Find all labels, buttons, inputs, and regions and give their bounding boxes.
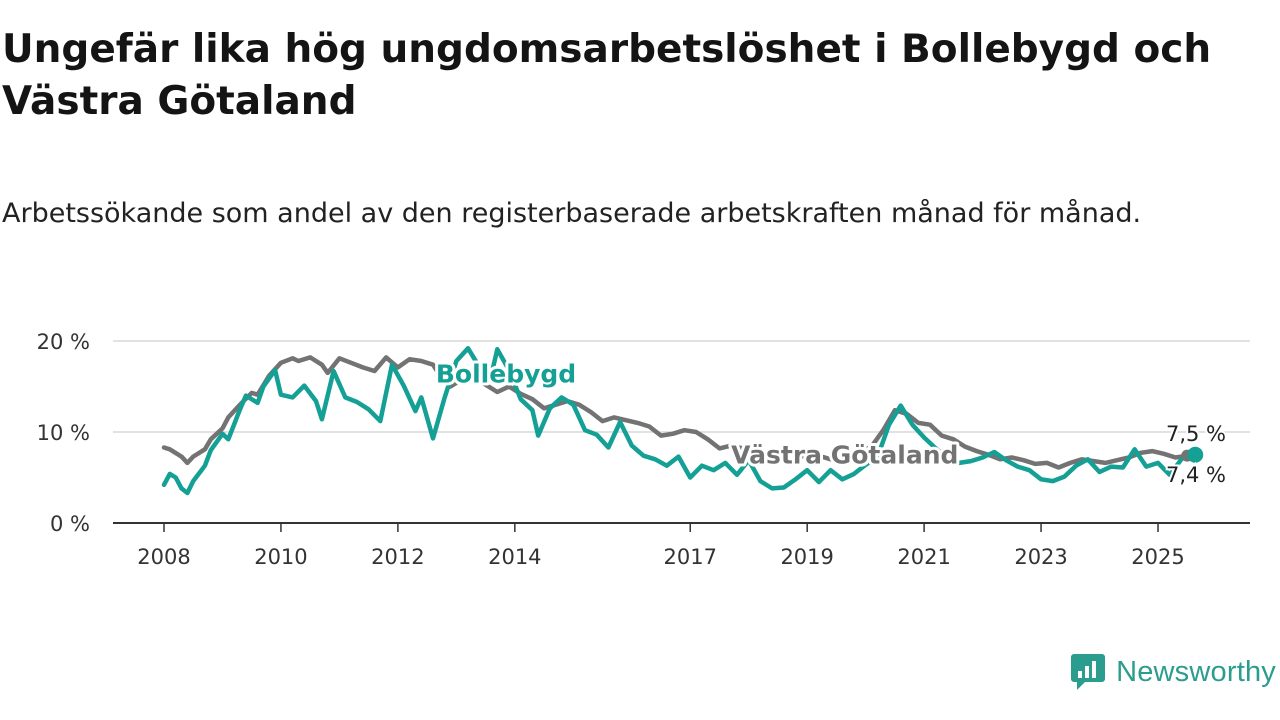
y-tick-label: 0 % xyxy=(50,512,90,536)
chart-title: Ungefär lika hög ungdomsarbetslöshet i B… xyxy=(2,27,1212,124)
x-tick-label: 2012 xyxy=(371,545,424,569)
x-tick-label: 2008 xyxy=(137,545,190,569)
newsworthy-logo-icon xyxy=(1071,654,1106,690)
x-tick-label: 2014 xyxy=(488,545,541,569)
y-tick-label: 10 % xyxy=(37,421,90,445)
y-tick-label: 20 % xyxy=(37,330,90,354)
end-label-bollebygd: 7,5 % xyxy=(1166,422,1226,446)
series-line-v-stra-g-taland xyxy=(161,355,1190,470)
x-tick-label: 2021 xyxy=(897,545,950,569)
brand-name: Newsworthy xyxy=(1116,655,1276,688)
end-label-vastra-gotaland: 7,4 % xyxy=(1166,463,1226,487)
chart-subtitle: Arbetssökande som andel av den registerb… xyxy=(2,198,1142,229)
x-tick-label: 2023 xyxy=(1014,545,1067,569)
line-chart: 0 % 10 % 20 % 2008 2010 2012 2014 2017 2019 2021 2… xyxy=(37,330,1250,569)
series-line-bollebygd xyxy=(161,346,1190,496)
x-tick-label: 2010 xyxy=(254,545,307,569)
x-tick-label: 2017 xyxy=(664,545,717,569)
series-label-vastra-gotaland: Västra Götaland xyxy=(731,441,958,470)
brand: Newsworthy xyxy=(1070,652,1276,692)
end-marker-bollebygd xyxy=(1187,446,1204,463)
x-tick-label: 2019 xyxy=(780,545,833,569)
x-tick-label: 2025 xyxy=(1131,545,1184,569)
series-label-bollebygd: Bollebygd xyxy=(436,360,576,389)
